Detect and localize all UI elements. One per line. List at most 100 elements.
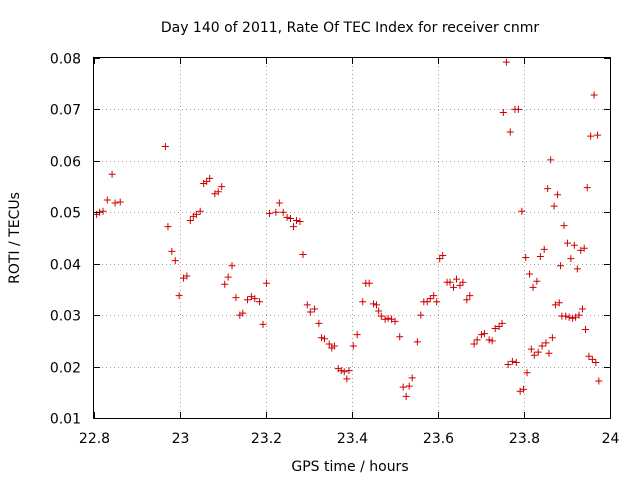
data-point bbox=[337, 367, 345, 375]
x-tick-label: 23.4 bbox=[337, 431, 368, 447]
data-point bbox=[259, 320, 267, 328]
data-point bbox=[430, 292, 438, 300]
data-point bbox=[508, 357, 516, 365]
data-point bbox=[522, 254, 530, 262]
data-point bbox=[485, 336, 493, 344]
data-point bbox=[239, 309, 247, 317]
y-tick-label: 0.02 bbox=[50, 361, 81, 377]
data-point bbox=[423, 298, 431, 306]
data-point bbox=[203, 177, 211, 185]
data-point bbox=[359, 298, 367, 306]
data-point bbox=[426, 295, 434, 303]
data-point bbox=[377, 312, 385, 320]
data-point bbox=[161, 142, 169, 150]
data-point bbox=[306, 308, 314, 316]
data-point bbox=[518, 207, 526, 215]
data-point bbox=[446, 278, 454, 286]
data-point bbox=[563, 239, 571, 247]
data-point bbox=[283, 213, 291, 221]
data-point bbox=[183, 272, 191, 280]
data-point bbox=[470, 340, 478, 348]
data-point bbox=[384, 314, 392, 322]
data-point bbox=[554, 191, 562, 199]
data-point bbox=[544, 185, 552, 193]
data-point bbox=[262, 279, 270, 287]
data-point bbox=[502, 58, 510, 66]
data-point bbox=[349, 342, 357, 350]
data-point bbox=[330, 342, 338, 350]
data-point bbox=[573, 265, 581, 273]
data-point bbox=[545, 349, 553, 357]
axis-ticks bbox=[94, 58, 611, 419]
data-point bbox=[228, 262, 236, 270]
data-point bbox=[551, 301, 559, 309]
data-point bbox=[206, 174, 214, 182]
data-point bbox=[296, 218, 304, 226]
data-point bbox=[567, 255, 575, 263]
data-point bbox=[506, 128, 514, 136]
y-tick-label: 0.07 bbox=[50, 103, 81, 119]
data-point bbox=[530, 351, 538, 359]
data-point bbox=[480, 330, 488, 338]
data-point bbox=[365, 279, 373, 287]
data-point bbox=[491, 325, 499, 333]
data-point bbox=[311, 305, 319, 313]
y-tick-label: 0.05 bbox=[50, 206, 81, 222]
data-point bbox=[345, 367, 353, 375]
x-tick-label: 24 bbox=[602, 431, 620, 447]
data-point bbox=[417, 311, 425, 319]
data-point bbox=[499, 109, 507, 117]
data-point bbox=[473, 336, 481, 344]
data-point bbox=[548, 334, 556, 342]
data-point bbox=[560, 222, 568, 230]
data-point bbox=[287, 214, 295, 222]
data-point bbox=[391, 317, 399, 325]
data-point bbox=[565, 313, 573, 321]
data-point bbox=[498, 319, 506, 327]
data-point bbox=[466, 292, 474, 300]
data-point bbox=[488, 337, 496, 345]
data-point bbox=[583, 184, 591, 192]
data-point bbox=[325, 340, 333, 348]
data-point bbox=[373, 301, 381, 309]
data-point bbox=[214, 188, 222, 196]
x-tick-label: 23.8 bbox=[509, 431, 540, 447]
data-point bbox=[547, 156, 555, 164]
plot-frame bbox=[93, 57, 611, 419]
data-point bbox=[534, 348, 542, 356]
data-point bbox=[550, 202, 558, 210]
data-point bbox=[595, 377, 603, 385]
data-point bbox=[569, 314, 577, 322]
data-point bbox=[196, 207, 204, 215]
data-point bbox=[526, 270, 534, 278]
data-points bbox=[93, 58, 603, 400]
data-point bbox=[164, 223, 172, 231]
data-point bbox=[171, 257, 179, 265]
data-point bbox=[381, 315, 389, 323]
data-point bbox=[251, 295, 259, 303]
data-point bbox=[557, 262, 565, 270]
data-point bbox=[218, 183, 226, 191]
x-tick-label: 23.6 bbox=[423, 431, 454, 447]
data-point bbox=[192, 210, 200, 218]
data-point bbox=[320, 335, 328, 343]
data-point bbox=[303, 301, 311, 309]
data-point bbox=[452, 275, 460, 283]
data-point bbox=[590, 91, 598, 99]
data-point bbox=[168, 247, 176, 255]
data-point bbox=[504, 361, 512, 369]
data-point bbox=[594, 131, 602, 139]
data-point bbox=[232, 294, 240, 302]
data-point bbox=[433, 298, 441, 306]
x-tick-label: 23 bbox=[172, 431, 190, 447]
grid-lines bbox=[94, 58, 610, 418]
data-point bbox=[186, 217, 194, 225]
data-point bbox=[99, 207, 107, 215]
data-point bbox=[436, 255, 444, 263]
y-tick-label: 0.03 bbox=[50, 309, 81, 325]
data-point bbox=[520, 385, 528, 393]
x-tick-label: 22.8 bbox=[79, 431, 110, 447]
data-point bbox=[293, 217, 301, 225]
data-point bbox=[299, 250, 307, 258]
